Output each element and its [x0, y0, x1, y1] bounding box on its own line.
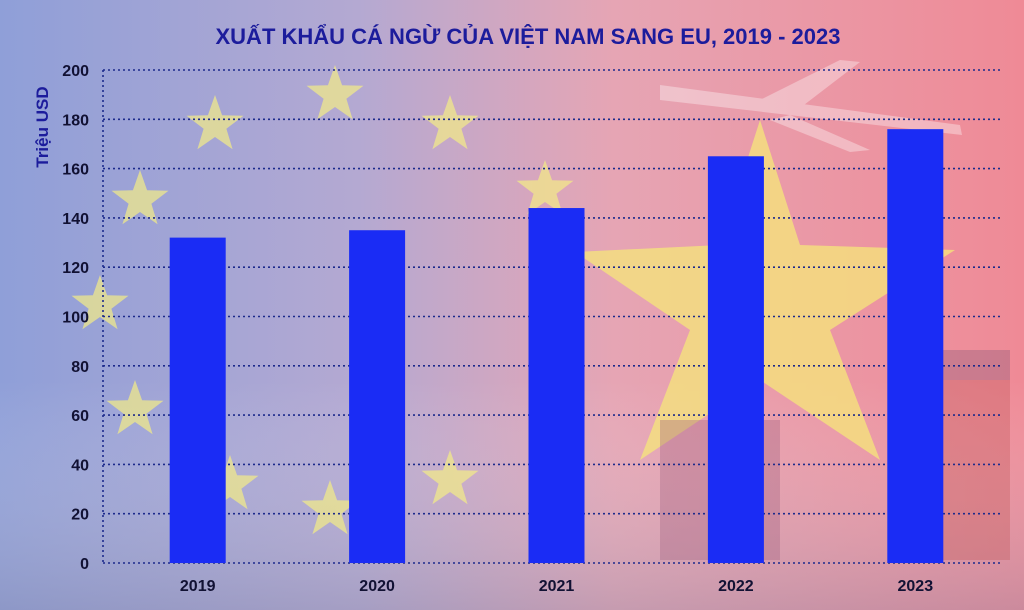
y-tick-label: 160 [62, 162, 89, 179]
x-tick-label: 2020 [359, 578, 395, 595]
airplane-icon [660, 60, 962, 152]
eu-star-6 [201, 455, 259, 510]
bar-2019 [169, 237, 226, 563]
y-axis-label: Triệu USD [33, 86, 52, 167]
eu-star-7 [301, 480, 359, 535]
y-tick-label: 80 [71, 359, 89, 376]
eu-star-9 [516, 160, 574, 215]
y-tick-label: 200 [62, 63, 89, 80]
chart-title: XUẤT KHẨU CÁ NGỪ CỦA VIỆT NAM SANG EU, 2… [216, 24, 841, 49]
bar-2021 [528, 208, 585, 564]
gridlines [102, 69, 1000, 564]
eu-star-1 [421, 95, 479, 150]
vietnam-star-decoration [575, 120, 955, 460]
y-tick-label: 140 [62, 211, 89, 228]
x-tick-label: 2023 [898, 578, 934, 595]
y-tick-label: 0 [80, 556, 89, 573]
eu-star-4 [71, 275, 129, 330]
y-axis-ticks: 0 20 40 60 80 100 120 140 160 180 200 [62, 63, 89, 573]
x-axis-ticks: 2019 2020 2021 2022 2023 [180, 578, 933, 595]
eu-stars-decoration [71, 65, 574, 535]
y-tick-label: 180 [62, 112, 89, 129]
y-tick-label: 120 [62, 260, 89, 277]
y-tick-label: 100 [62, 310, 89, 327]
eu-star-0 [306, 65, 364, 120]
eu-star-3 [111, 170, 169, 225]
eu-star-2 [186, 95, 244, 150]
eu-star-8 [421, 450, 479, 505]
eu-star-5 [106, 380, 164, 435]
bars [169, 129, 944, 564]
bar-2020 [349, 230, 406, 563]
bar-2023 [887, 129, 944, 563]
x-tick-label: 2021 [539, 578, 575, 595]
y-tick-label: 20 [71, 507, 89, 524]
y-tick-label: 60 [71, 408, 89, 425]
y-tick-label: 40 [71, 457, 89, 474]
x-tick-label: 2019 [180, 578, 216, 595]
x-tick-label: 2022 [718, 578, 754, 595]
bar-2022 [707, 156, 764, 563]
